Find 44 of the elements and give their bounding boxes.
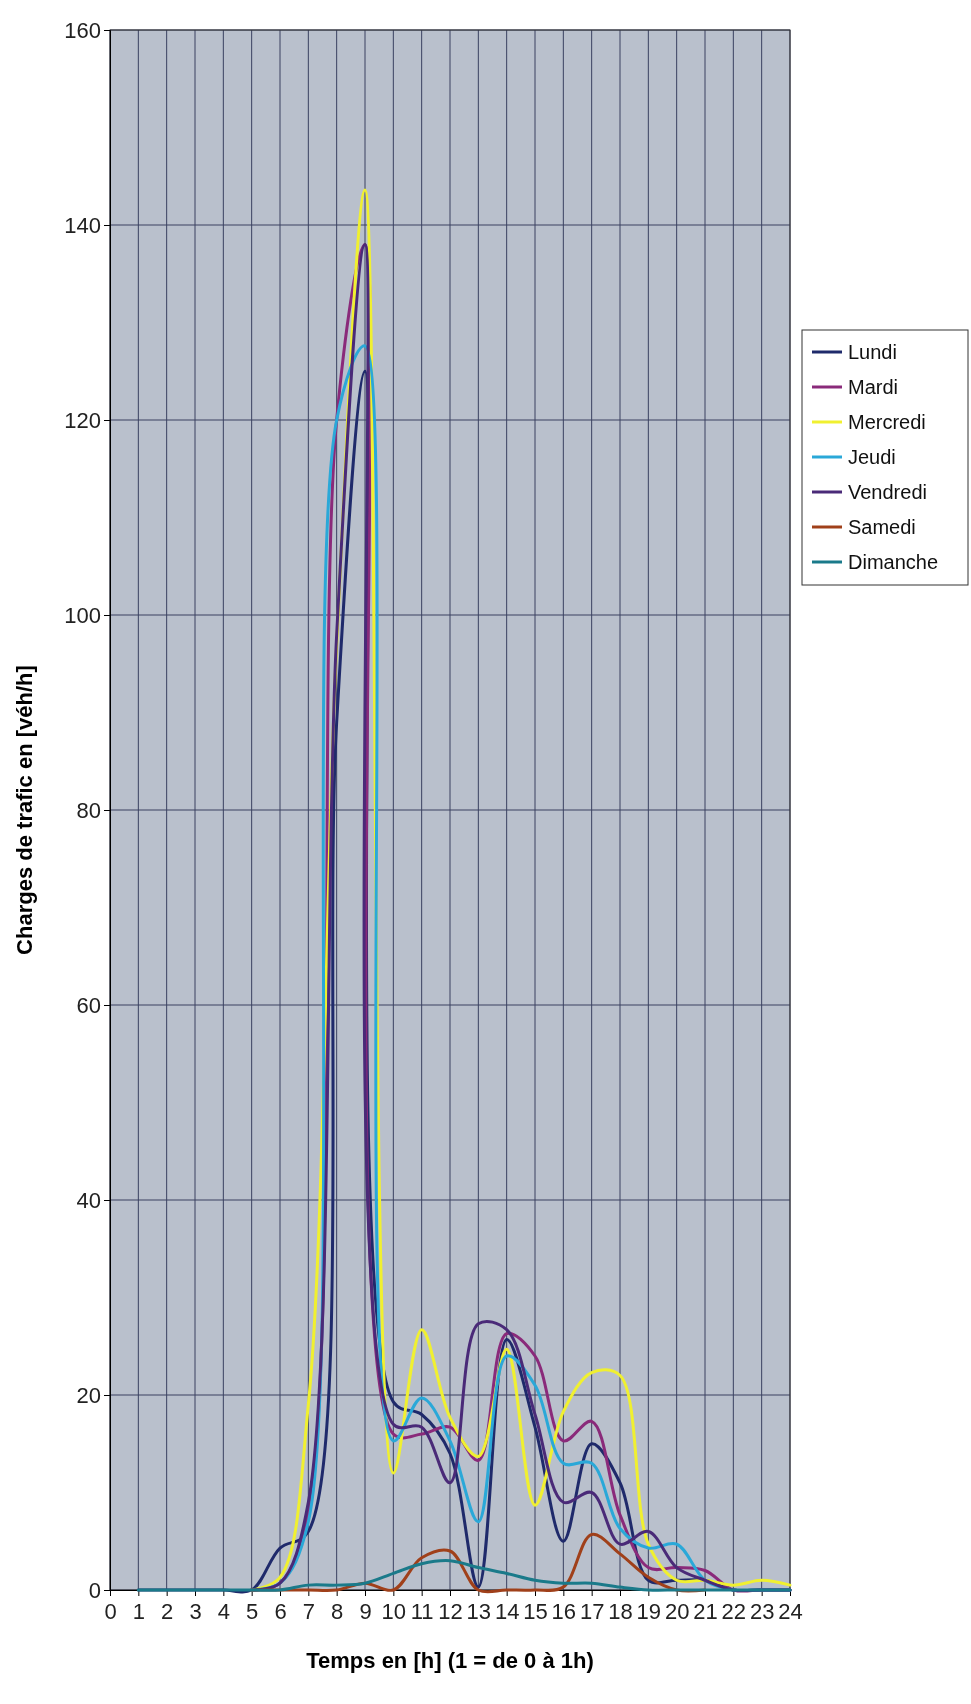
x-tick-label: 23: [749, 1598, 775, 1624]
x-tick-label: 19: [636, 1598, 662, 1624]
y-tick-label: 60: [76, 992, 101, 1018]
x-tick-label: 5: [246, 1598, 259, 1624]
y-tick-label: 140: [64, 212, 101, 238]
x-tick-label: 22: [721, 1598, 747, 1624]
x-tick-label: 10: [381, 1598, 407, 1624]
line-series: [136, 1559, 792, 1592]
legend-label: Mercredi: [848, 411, 926, 433]
x-tick-label: 2: [161, 1598, 174, 1624]
x-tick-label: 4: [217, 1598, 230, 1624]
legend-label: Dimanche: [848, 551, 939, 573]
legend-label: Mardi: [848, 376, 899, 398]
y-tick-label: 160: [64, 17, 101, 43]
x-tick-label: 24: [778, 1598, 803, 1624]
x-tick-label: 7: [302, 1598, 315, 1624]
legend-label: Lundi: [848, 341, 897, 363]
x-axis-title: Temps en [h] (1 = de 0 à 1h): [306, 1648, 594, 1673]
x-tick-label: 0: [104, 1598, 117, 1624]
x-tick-label: 17: [579, 1598, 605, 1624]
x-tick-label: 16: [551, 1598, 577, 1624]
x-tick-label: 18: [608, 1598, 633, 1624]
x-tick-label: 12: [438, 1598, 463, 1624]
x-tick-label: 21: [693, 1598, 718, 1624]
x-tick-label: 15: [523, 1598, 548, 1624]
legend-label: Samedi: [848, 516, 916, 538]
legend-label: Jeudi: [848, 446, 896, 468]
y-tick-label: 100: [64, 602, 101, 628]
x-tick-label: 14: [494, 1598, 520, 1624]
x-tick-label: 6: [274, 1598, 287, 1624]
y-axis-title: Charges de trafic en [véh/h]: [12, 665, 37, 955]
x-tick-label: 11: [410, 1598, 434, 1624]
legend-label: Vendredi: [848, 481, 927, 503]
y-tick-label: 80: [76, 797, 101, 823]
x-tick-label: 8: [331, 1598, 344, 1624]
y-tick-label: 40: [76, 1187, 101, 1213]
x-tick-label: 9: [359, 1598, 372, 1624]
x-tick-label: 13: [466, 1598, 492, 1624]
x-tick-label: 1: [132, 1598, 145, 1624]
y-tick-label: 120: [64, 407, 101, 433]
y-tick-label: 0: [88, 1577, 101, 1603]
x-tick-label: 20: [664, 1598, 690, 1624]
y-tick-label: 20: [76, 1382, 101, 1408]
x-tick-label: 3: [189, 1598, 202, 1624]
